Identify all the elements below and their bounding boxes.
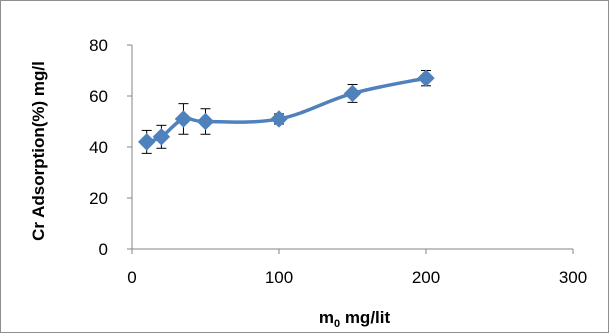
data-point-diamond	[152, 128, 171, 146]
data-point-diamond	[343, 84, 362, 103]
axes	[127, 44, 574, 254]
x-axis-label-rest: mg/lit	[340, 308, 390, 327]
y-tick-label: 0	[99, 240, 108, 259]
y-tick-label: 20	[89, 189, 108, 208]
y-axis-label: Cr Adsorption(%) mg/l	[29, 61, 48, 241]
x-tick-label: 200	[412, 268, 440, 287]
x-tick-label: 0	[127, 268, 136, 287]
series-layer	[137, 69, 435, 154]
y-tick-label: 80	[89, 36, 108, 55]
x-tick-labels: 0 100 200 300	[127, 268, 587, 287]
x-axis-label-base: m	[319, 308, 334, 327]
x-axis-label-subscript: 0	[334, 318, 340, 330]
series-line	[146, 76, 427, 144]
x-tick-label: 100	[265, 268, 293, 287]
x-tick-label: 300	[559, 268, 587, 287]
data-point-diamond	[174, 110, 193, 128]
y-tick-labels: 0 20 40 60 80	[89, 36, 108, 259]
data-point-diamond	[270, 110, 288, 128]
data-point-diamond	[196, 112, 215, 131]
y-tick-label: 60	[89, 87, 108, 106]
data-point-diamond	[137, 133, 156, 151]
data-point-diamond	[417, 69, 435, 87]
x-axis-label: m0 mg/lit	[319, 308, 391, 330]
y-tick-label: 40	[89, 138, 108, 157]
